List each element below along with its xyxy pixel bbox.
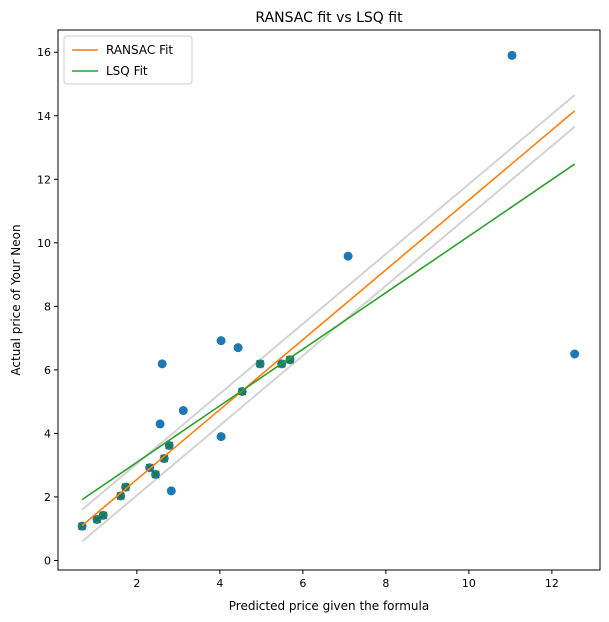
data-point bbox=[178, 406, 188, 416]
x-tick-label: 12 bbox=[545, 577, 559, 590]
inlier-marker bbox=[256, 359, 265, 368]
data-point bbox=[570, 349, 580, 359]
inlier-marker bbox=[160, 454, 169, 463]
data-point bbox=[216, 432, 226, 442]
x-tick-label: 2 bbox=[133, 577, 140, 590]
y-tick-label: 8 bbox=[44, 300, 51, 313]
y-axis-label: Actual price of Your Neon bbox=[9, 224, 23, 375]
x-tick-label: 4 bbox=[216, 577, 223, 590]
lower-band-line bbox=[81, 125, 576, 543]
data-point bbox=[166, 486, 176, 496]
fit-line-0 bbox=[81, 110, 576, 527]
x-tick-label: 10 bbox=[462, 577, 476, 590]
y-tick-label: 16 bbox=[37, 46, 51, 59]
inlier-marker bbox=[92, 515, 102, 524]
data-point bbox=[507, 50, 517, 60]
data-point bbox=[216, 336, 226, 346]
y-tick-label: 14 bbox=[37, 110, 51, 123]
y-tick-label: 6 bbox=[44, 364, 51, 377]
upper-band-line bbox=[81, 94, 576, 511]
chart-title: RANSAC fit vs LSQ fit bbox=[255, 10, 403, 26]
inlier-marker bbox=[99, 511, 108, 520]
legend-label: RANSAC Fit bbox=[106, 43, 173, 57]
legend-box bbox=[63, 35, 193, 85]
y-tick-label: 4 bbox=[44, 427, 51, 440]
x-tick-label: 8 bbox=[382, 577, 389, 590]
y-tick-label: 10 bbox=[37, 237, 51, 250]
x-axis-label: Predicted price given the formula bbox=[229, 599, 429, 613]
inlier-marker bbox=[151, 470, 160, 479]
inlier-marker bbox=[165, 441, 174, 450]
y-tick-label: 12 bbox=[37, 173, 51, 186]
plot-frame bbox=[57, 29, 601, 571]
inlier-marker bbox=[285, 355, 295, 364]
data-point bbox=[155, 419, 165, 429]
inlier-marker bbox=[116, 491, 125, 501]
x-tick-label: 6 bbox=[299, 577, 306, 590]
fit-line-1 bbox=[81, 163, 576, 501]
data-point bbox=[157, 359, 167, 369]
data-point bbox=[233, 343, 243, 353]
y-tick-label: 2 bbox=[44, 491, 51, 504]
legend-label: LSQ Fit bbox=[106, 64, 148, 78]
y-tick-label: 0 bbox=[44, 554, 51, 567]
inlier-marker bbox=[121, 483, 130, 492]
data-point bbox=[343, 251, 353, 261]
